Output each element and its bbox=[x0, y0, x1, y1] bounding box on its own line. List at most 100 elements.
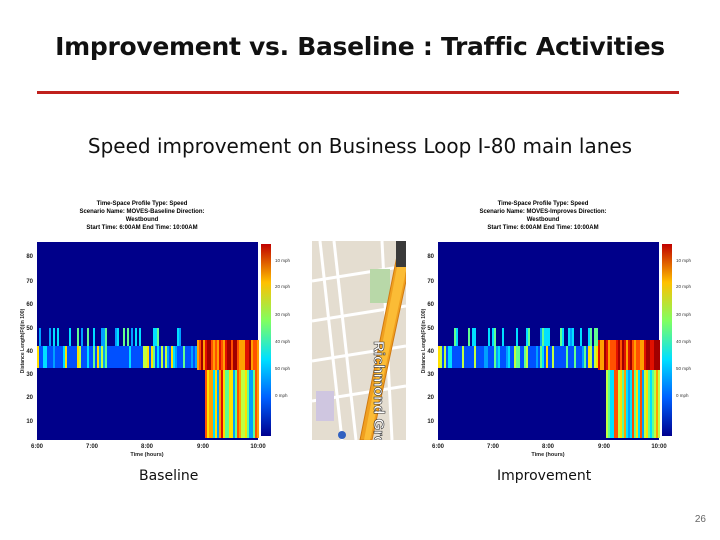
heatmap-cell bbox=[99, 346, 101, 368]
map-thumbnail: Richmond Grove bbox=[311, 240, 407, 462]
heatmap-cell bbox=[580, 328, 582, 346]
slide-title: Improvement vs. Baseline : Traffic Activ… bbox=[55, 32, 665, 61]
heatmap-cell bbox=[233, 370, 235, 438]
heatmap-cell bbox=[209, 370, 211, 438]
heatmap-cell bbox=[638, 340, 640, 370]
heatmap-cell bbox=[163, 346, 165, 368]
colorbar-label: 40 mph bbox=[676, 339, 692, 344]
heatmap-cell bbox=[636, 340, 638, 370]
heatmap-cell bbox=[448, 346, 450, 368]
heatmap-cell bbox=[253, 370, 255, 438]
header-line-1: Time-Space Profile Type: Speed bbox=[97, 201, 188, 207]
header-line-3: Westbound bbox=[126, 217, 159, 223]
heatmap-cell bbox=[582, 346, 584, 368]
heatmap-cell bbox=[474, 328, 476, 346]
heatmap-cell bbox=[139, 328, 141, 346]
location-pin-icon bbox=[338, 431, 346, 439]
title-divider bbox=[37, 91, 679, 94]
colorbar-label: 50 mph bbox=[275, 366, 291, 371]
heatmap-cell bbox=[103, 346, 105, 368]
page-number: 26 bbox=[694, 514, 706, 525]
heatmap-cell bbox=[63, 346, 65, 368]
heatmap-cell bbox=[219, 340, 221, 370]
heatmap-cell bbox=[139, 346, 141, 368]
heatmap-cell bbox=[658, 370, 660, 438]
heatmap-cell bbox=[231, 370, 233, 438]
heatmap-cell bbox=[217, 370, 219, 438]
heatmap-cell bbox=[245, 370, 247, 438]
heatmap-cell bbox=[526, 328, 528, 346]
heatmap-cell bbox=[626, 370, 628, 438]
heatmap-cell bbox=[502, 328, 504, 346]
heatmap-cell bbox=[610, 340, 612, 370]
heatmap-cell bbox=[231, 340, 233, 370]
heatmap-cell bbox=[101, 328, 103, 346]
heatmap-cell bbox=[41, 346, 43, 368]
heatmap-cell bbox=[69, 328, 71, 346]
heatmap-cell bbox=[127, 346, 129, 368]
heatmap-cell bbox=[652, 370, 654, 438]
colorbar-label: 50 mph bbox=[676, 366, 692, 371]
heatmap-cell bbox=[51, 346, 53, 368]
heatmap-cell bbox=[656, 370, 658, 438]
heatmap-cell bbox=[564, 346, 566, 368]
y-axis-label: Distance Length(Ft)(in 100) bbox=[20, 308, 26, 373]
y-tick-label: 30 bbox=[26, 372, 33, 378]
heatmap-cell bbox=[203, 340, 205, 370]
heatmap-cell bbox=[221, 370, 223, 438]
colorbar-label: 30 mph bbox=[275, 312, 291, 317]
heatmap-cell bbox=[235, 370, 237, 438]
heatmap-cell bbox=[235, 340, 237, 370]
heatmap-cell bbox=[149, 346, 151, 368]
x-axis-label: Time (hours) bbox=[130, 452, 163, 458]
heatmap-cell bbox=[143, 346, 145, 368]
heatmap-cell bbox=[626, 340, 628, 370]
highway-lane bbox=[364, 241, 406, 440]
heatmap-cell bbox=[658, 340, 660, 370]
heatmap-cell bbox=[53, 346, 55, 368]
heatmap-cell bbox=[57, 328, 59, 346]
heatmap-cell bbox=[213, 340, 215, 370]
x-tick-label: 6:00 bbox=[432, 444, 445, 450]
heatmap-cell bbox=[97, 346, 99, 368]
heatmap-cell bbox=[191, 346, 193, 368]
heatmap-cell bbox=[221, 340, 223, 370]
heatmap-cell bbox=[458, 346, 460, 368]
heatmap-cell bbox=[500, 346, 502, 368]
heatmap-cell bbox=[207, 370, 209, 438]
heatmap-cell bbox=[109, 346, 111, 368]
heatmap-cell bbox=[103, 328, 105, 346]
heatmap-cell bbox=[243, 370, 245, 438]
map-graphic: Richmond Grove bbox=[311, 240, 407, 462]
heatmap-cell bbox=[257, 340, 259, 370]
heatmap-cell bbox=[205, 340, 207, 370]
heatmap-cell bbox=[496, 346, 498, 368]
heatmap-cell bbox=[133, 346, 135, 368]
y-tick-label: 60 bbox=[26, 302, 33, 308]
improvement-caption: Improvement bbox=[497, 468, 592, 484]
colorbar-label: 10 mph bbox=[676, 258, 692, 263]
heatmap-cell bbox=[578, 346, 580, 368]
heatmap-cell bbox=[53, 328, 55, 346]
heatmap-cell bbox=[502, 346, 504, 368]
heatmap-cell bbox=[454, 328, 456, 346]
heatmap-cell bbox=[454, 346, 456, 368]
heatmap-cell bbox=[61, 346, 63, 368]
heatmap-cell bbox=[189, 346, 191, 368]
x-tick-label: 7:00 bbox=[487, 444, 500, 450]
heatmap-cell bbox=[472, 328, 474, 346]
heatmap-cell bbox=[147, 346, 149, 368]
heatmap-cell bbox=[227, 340, 229, 370]
heatmap-cell bbox=[107, 346, 109, 368]
heatmap-cell bbox=[209, 340, 211, 370]
heatmap-cell bbox=[628, 340, 630, 370]
heatmap-cell bbox=[43, 346, 45, 368]
heatmap-cell bbox=[225, 370, 227, 438]
heatmap-cell bbox=[652, 340, 654, 370]
heatmap-cell bbox=[572, 328, 574, 346]
heatmap-cell bbox=[568, 328, 570, 346]
heatmap-cell bbox=[544, 328, 546, 346]
improvement-speed-profile: Time-Space Profile Type: Speed Scenario … bbox=[418, 196, 702, 468]
colorbar-label: 0 mph bbox=[275, 393, 288, 398]
header-line-2: Scenario Name: MOVES-Improves Direction: bbox=[479, 209, 606, 215]
